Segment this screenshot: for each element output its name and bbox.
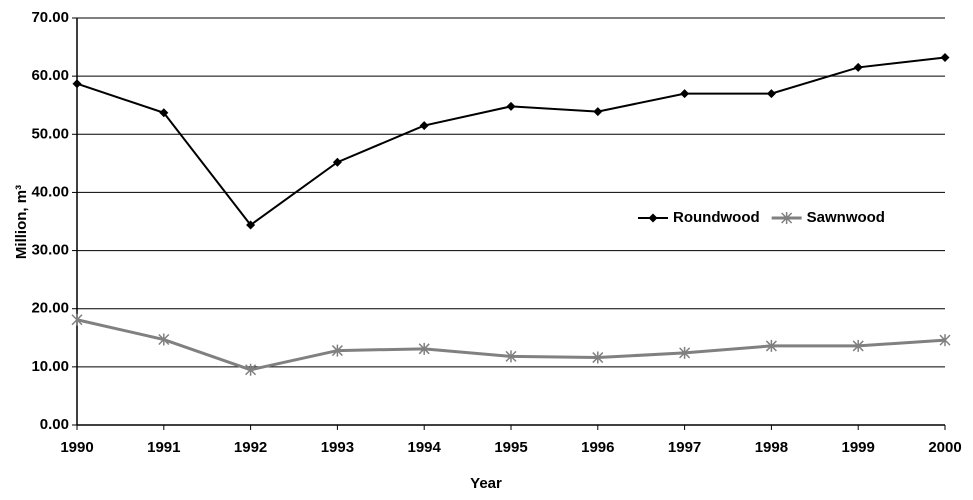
y-axis-label: Million, m³ [13, 185, 30, 259]
point [332, 157, 342, 167]
legend-marker [781, 212, 793, 224]
x-tick-label: 1990 [60, 439, 93, 456]
point [852, 339, 864, 352]
point [418, 342, 430, 355]
y-tick-label: 60.00 [31, 67, 69, 84]
y-tick-label: 0.00 [40, 416, 69, 433]
x-tick-label: 1996 [581, 439, 614, 456]
y-tick-label: 40.00 [31, 183, 69, 200]
point [71, 313, 83, 326]
point [679, 346, 691, 359]
point [592, 351, 604, 364]
point [331, 344, 343, 357]
legend-marker [648, 213, 658, 223]
point [766, 89, 776, 99]
point [680, 89, 690, 99]
point [505, 350, 517, 363]
x-tick-label: 2000 [928, 439, 961, 456]
y-tick-label: 50.00 [31, 125, 69, 142]
y-tick-label: 10.00 [31, 358, 69, 375]
x-tick-label: 1994 [408, 439, 442, 456]
x-tick-label: 1998 [755, 439, 788, 456]
x-tick-label: 1993 [321, 439, 354, 456]
point [159, 108, 169, 118]
point [593, 107, 603, 117]
point [940, 53, 950, 63]
series-line [76, 56, 946, 227]
x-tick-label: 1991 [147, 439, 180, 456]
y-tick-label: 70.00 [31, 9, 69, 26]
x-tick-label: 1995 [494, 439, 527, 456]
legend-label: Roundwood [673, 209, 760, 226]
point [765, 339, 777, 352]
x-axis-label: Year [470, 475, 502, 492]
point [939, 334, 951, 347]
point [853, 62, 863, 72]
point [506, 101, 516, 111]
point [72, 79, 82, 89]
x-tick-label: 1992 [234, 439, 267, 456]
point [245, 363, 257, 376]
legend-label: Sawnwood [807, 209, 885, 226]
point [246, 220, 256, 230]
y-tick-label: 30.00 [31, 242, 69, 259]
point [419, 121, 429, 131]
point [158, 333, 170, 346]
x-tick-label: 1999 [842, 439, 875, 456]
y-tick-label: 20.00 [31, 300, 69, 317]
x-tick-label: 1997 [668, 439, 701, 456]
